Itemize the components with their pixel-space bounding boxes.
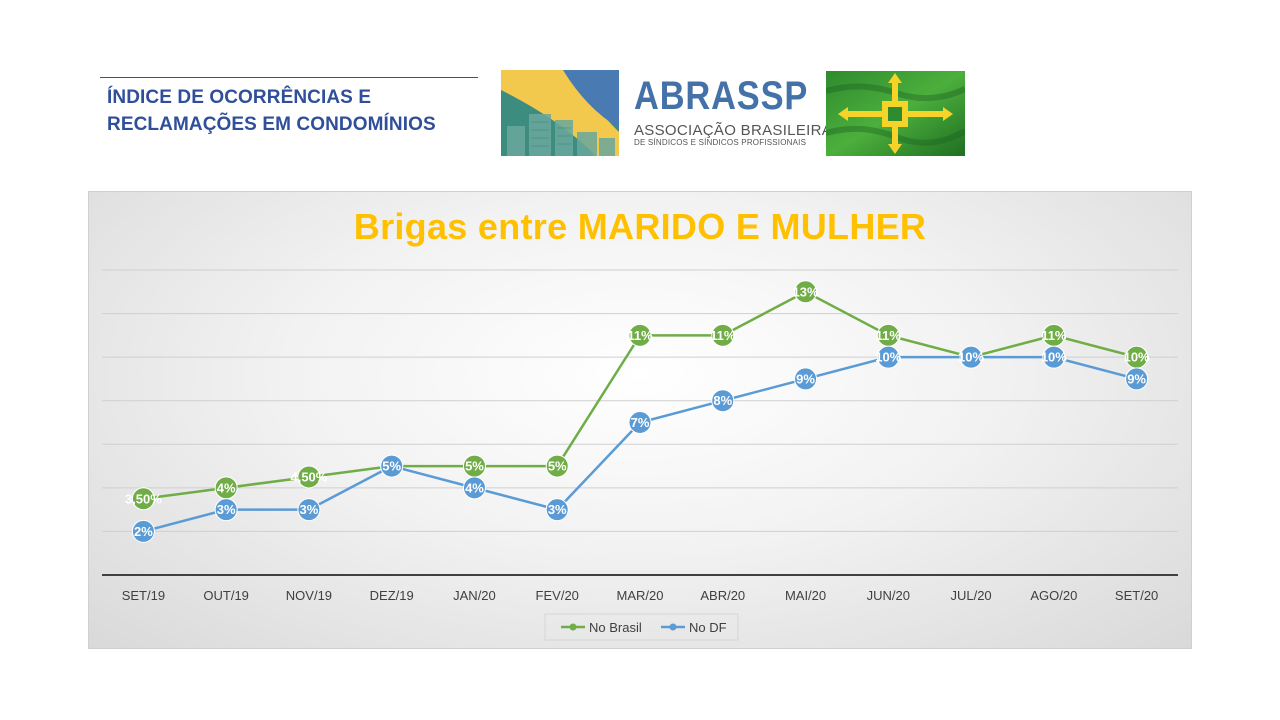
abrassp-logo-mark	[501, 70, 619, 156]
data-point	[297, 498, 321, 522]
data-point	[711, 389, 735, 413]
header-title: ÍNDICE DE OCORRÊNCIAS E RECLAMAÇÕES EM C…	[107, 84, 487, 138]
x-tick-label: MAR/20	[617, 588, 664, 603]
data-point	[131, 519, 155, 543]
x-tick-label: SET/20	[1115, 588, 1158, 603]
data-point	[628, 411, 652, 434]
df-flag-image	[826, 71, 965, 156]
x-tick-label: DEZ/19	[370, 588, 414, 603]
data-point	[794, 280, 818, 304]
header-title-line2: RECLAMAÇÕES EM CONDOMÍNIOS	[107, 114, 436, 135]
data-point	[711, 323, 735, 347]
data-label: 9%	[1127, 371, 1146, 386]
data-point	[297, 465, 321, 489]
data-point	[131, 487, 155, 511]
data-point	[462, 476, 486, 500]
data-label: 3,50%	[125, 491, 162, 506]
header-title-line1: ÍNDICE DE OCORRÊNCIAS E	[107, 87, 372, 108]
legend-label: No Brasil	[589, 620, 642, 635]
data-point	[794, 367, 818, 391]
data-label: 3%	[300, 502, 319, 517]
legend-swatch-marker	[569, 623, 577, 631]
data-label: 4%	[217, 480, 236, 495]
logo-name: ABRASSP	[634, 74, 809, 118]
x-tick-label: OUT/19	[203, 588, 249, 603]
logo-subtitle-line2: DE SÍNDICOS E SÍNDICOS PROFISSIONAIS	[634, 138, 807, 147]
data-point	[628, 323, 652, 347]
data-label: 11%	[876, 328, 902, 343]
data-point	[876, 345, 900, 369]
data-label: 2%	[134, 524, 153, 539]
data-label: 11%	[710, 328, 736, 343]
data-label: 11%	[1041, 328, 1067, 343]
data-label: 4%	[465, 480, 484, 495]
x-tick-label: SET/19	[122, 588, 165, 603]
data-label: 10%	[958, 350, 984, 365]
series-line	[143, 290, 1137, 500]
data-label: 8%	[713, 393, 732, 408]
abrassp-logo: ABRASSP ASSOCIAÇÃO BRASILEIRA DE SÍNDICO…	[501, 70, 832, 156]
data-label: 3%	[548, 502, 567, 517]
data-label: 4,50%	[290, 469, 327, 484]
x-tick-label: ABR/20	[700, 588, 745, 603]
data-label: 5%	[382, 459, 401, 474]
legend-swatch-marker	[669, 623, 677, 631]
legend-box	[544, 613, 739, 641]
chart-title: Brigas entre MARIDO E MULHER	[353, 206, 927, 247]
data-point	[545, 498, 569, 522]
data-point	[545, 454, 569, 478]
legend-label: No DF	[689, 620, 727, 635]
x-tick-label: JUN/20	[867, 588, 910, 603]
header-rule	[100, 77, 478, 78]
x-tick-label: MAI/20	[785, 588, 826, 603]
x-tick-label: JUL/20	[950, 588, 991, 603]
x-tick-label: AGO/20	[1030, 588, 1077, 603]
data-label: 9%	[796, 371, 815, 386]
x-tick-label: JAN/20	[453, 588, 496, 603]
logo-subtitle-line1: ASSOCIAÇÃO BRASILEIRA	[634, 122, 833, 139]
data-point	[214, 498, 238, 522]
data-label: 5%	[548, 459, 567, 474]
data-point	[380, 454, 404, 478]
data-label: 3%	[217, 502, 236, 517]
data-label: 5%	[465, 459, 484, 474]
data-point	[959, 345, 983, 369]
x-tick-label: FEV/20	[536, 588, 579, 603]
x-tick-label: NOV/19	[286, 588, 332, 603]
data-label: 10%	[1124, 350, 1150, 365]
data-label: 10%	[1041, 350, 1067, 365]
data-label: 7%	[631, 415, 650, 430]
data-point	[1125, 367, 1149, 391]
data-label: 13%	[793, 284, 819, 299]
data-point	[1042, 345, 1066, 369]
data-label: 11%	[627, 328, 653, 343]
data-label: 10%	[875, 350, 901, 365]
